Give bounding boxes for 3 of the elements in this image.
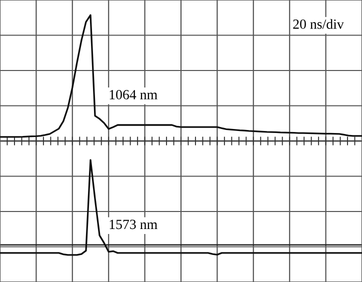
annotation: 1064 nm [110,90,158,100]
annotation: 20 ns/div [293,19,344,29]
annotation: 1573 nm [110,220,158,230]
